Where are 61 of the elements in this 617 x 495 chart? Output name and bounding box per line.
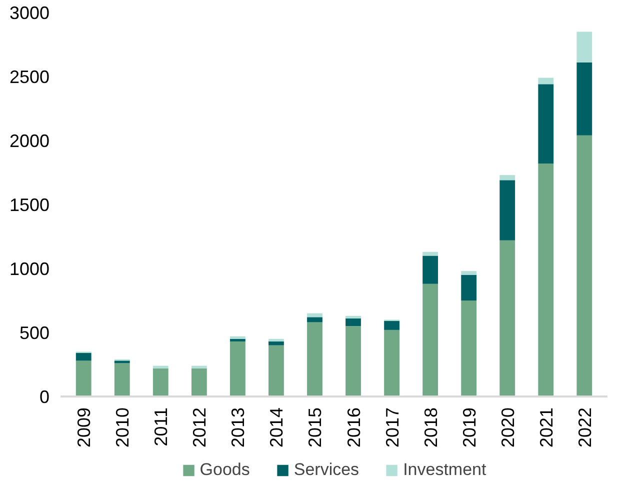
bar [307, 322, 322, 396]
bar [461, 271, 477, 275]
bar [191, 366, 207, 368]
bar [422, 252, 438, 256]
y-tick-label: 3000 [9, 3, 50, 23]
x-tick-label: 2014 [266, 407, 287, 448]
x-tick-label: 2021 [536, 407, 556, 448]
bar [152, 368, 168, 396]
bar [500, 175, 516, 180]
bar [307, 317, 322, 322]
x-tick-label: 2011 [151, 407, 172, 446]
bar [76, 352, 92, 361]
bar [500, 240, 516, 396]
bar [346, 326, 361, 396]
bar [152, 366, 168, 368]
bar [230, 338, 246, 342]
bar [422, 284, 438, 396]
bar [461, 300, 477, 396]
bar [538, 164, 554, 396]
x-tick-label: 2010 [112, 407, 133, 448]
bar [538, 84, 554, 164]
y-tick-label: 2000 [9, 131, 50, 151]
x-tick-label: 2022 [574, 407, 595, 448]
bar [230, 341, 246, 396]
bar [346, 318, 361, 326]
bar [576, 32, 592, 62]
x-tick-label: 2012 [190, 407, 210, 448]
bar [76, 360, 92, 396]
legend-label: Investment [403, 460, 486, 480]
x-tick-label: 2017 [382, 407, 402, 448]
x-tick-label: 2019 [459, 407, 480, 448]
y-tick-label: 2500 [9, 67, 50, 87]
bar [191, 368, 207, 396]
x-tick-label: 2009 [74, 407, 94, 448]
bar [230, 336, 246, 339]
bar [268, 341, 284, 346]
x-tick-label: 2018 [420, 407, 441, 448]
bar [384, 330, 400, 396]
y-tick-label: 1000 [9, 259, 50, 279]
y-tick-label: 1500 [9, 195, 50, 215]
x-tick-label: 2020 [498, 407, 518, 448]
bar [500, 180, 516, 240]
bar [422, 256, 438, 284]
bar [461, 274, 477, 300]
bar [307, 313, 322, 318]
legend-label: Goods [200, 460, 250, 480]
bar [346, 316, 361, 318]
bar [576, 62, 592, 136]
bar [268, 345, 284, 396]
x-tick-label: 2013 [228, 407, 248, 448]
bar [114, 363, 130, 396]
bar [384, 320, 400, 330]
y-tick-label: 500 [19, 323, 50, 343]
legend-label: Services [294, 460, 360, 480]
x-tick-label: 2016 [344, 407, 364, 448]
bar [538, 78, 554, 84]
bar [114, 360, 130, 364]
bar [268, 338, 284, 342]
y-tick-label: 0 [39, 387, 50, 407]
x-tick-label: 2015 [305, 407, 326, 448]
bar [576, 135, 592, 396]
